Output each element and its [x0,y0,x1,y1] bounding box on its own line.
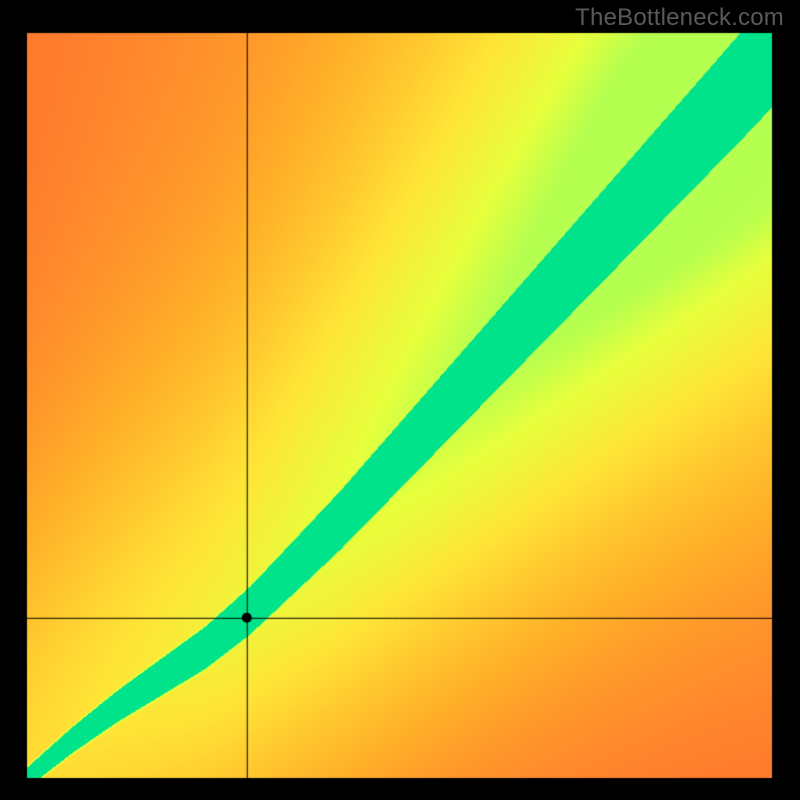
watermark-text: TheBottleneck.com [575,4,784,32]
chart-root: { "watermark": { "text": "TheBottleneck.… [0,0,800,800]
heatmap-canvas [0,0,800,800]
